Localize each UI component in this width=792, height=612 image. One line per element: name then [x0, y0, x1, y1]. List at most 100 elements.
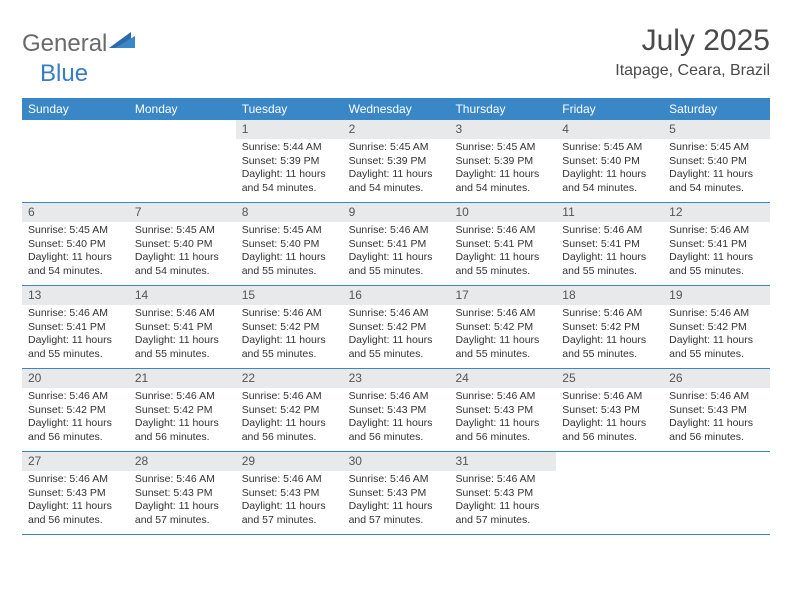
sunset-line: Sunset: 5:41 PM — [135, 321, 230, 334]
daylight-line: Daylight: 11 hours and 54 minutes. — [455, 168, 550, 195]
sunset-line: Sunset: 5:42 PM — [349, 321, 444, 334]
weeks-container: ....1Sunrise: 5:44 AMSunset: 5:39 PMDayl… — [22, 120, 770, 535]
day-cell: 26Sunrise: 5:46 AMSunset: 5:43 PMDayligh… — [663, 369, 770, 451]
sunset-line: Sunset: 5:43 PM — [669, 404, 764, 417]
sunset-line: Sunset: 5:43 PM — [242, 487, 337, 500]
day-body: Sunrise: 5:46 AMSunset: 5:43 PMDaylight:… — [343, 388, 450, 450]
day-number: 18 — [556, 286, 663, 305]
day-cell: 16Sunrise: 5:46 AMSunset: 5:42 PMDayligh… — [343, 286, 450, 368]
daylight-line: Daylight: 11 hours and 55 minutes. — [455, 334, 550, 361]
day-number: 10 — [449, 203, 556, 222]
sunset-line: Sunset: 5:39 PM — [349, 155, 444, 168]
day-cell: 22Sunrise: 5:46 AMSunset: 5:42 PMDayligh… — [236, 369, 343, 451]
sunrise-line: Sunrise: 5:46 AM — [135, 307, 230, 320]
day-body: Sunrise: 5:45 AMSunset: 5:40 PMDaylight:… — [556, 139, 663, 201]
sunset-line: Sunset: 5:43 PM — [455, 404, 550, 417]
month-title: July 2025 — [615, 24, 770, 58]
day-cell: 23Sunrise: 5:46 AMSunset: 5:43 PMDayligh… — [343, 369, 450, 451]
sunset-line: Sunset: 5:42 PM — [135, 404, 230, 417]
day-number: 13 — [22, 286, 129, 305]
sunrise-line: Sunrise: 5:46 AM — [28, 390, 123, 403]
day-cell: 31Sunrise: 5:46 AMSunset: 5:43 PMDayligh… — [449, 452, 556, 534]
sunrise-line: Sunrise: 5:46 AM — [669, 390, 764, 403]
day-cell: 15Sunrise: 5:46 AMSunset: 5:42 PMDayligh… — [236, 286, 343, 368]
day-number: 24 — [449, 369, 556, 388]
day-body: Sunrise: 5:45 AMSunset: 5:39 PMDaylight:… — [343, 139, 450, 201]
daylight-line: Daylight: 11 hours and 55 minutes. — [562, 334, 657, 361]
day-body: Sunrise: 5:46 AMSunset: 5:43 PMDaylight:… — [343, 471, 450, 533]
sunrise-line: Sunrise: 5:46 AM — [349, 473, 444, 486]
daylight-line: Daylight: 11 hours and 54 minutes. — [28, 251, 123, 278]
dow-header: Tuesday — [236, 98, 343, 120]
sunrise-line: Sunrise: 5:46 AM — [349, 307, 444, 320]
sunrise-line: Sunrise: 5:46 AM — [349, 390, 444, 403]
day-body: Sunrise: 5:46 AMSunset: 5:42 PMDaylight:… — [236, 388, 343, 450]
daylight-line: Daylight: 11 hours and 55 minutes. — [28, 334, 123, 361]
sunrise-line: Sunrise: 5:46 AM — [135, 390, 230, 403]
sunrise-line: Sunrise: 5:45 AM — [28, 224, 123, 237]
day-cell: 1Sunrise: 5:44 AMSunset: 5:39 PMDaylight… — [236, 120, 343, 202]
logo-text-general: General — [22, 30, 107, 58]
day-body: Sunrise: 5:46 AMSunset: 5:43 PMDaylight:… — [663, 388, 770, 450]
day-number: 26 — [663, 369, 770, 388]
daylight-line: Daylight: 11 hours and 56 minutes. — [669, 417, 764, 444]
day-body: Sunrise: 5:46 AMSunset: 5:42 PMDaylight:… — [343, 305, 450, 367]
day-cell: 5Sunrise: 5:45 AMSunset: 5:40 PMDaylight… — [663, 120, 770, 202]
week-row: 20Sunrise: 5:46 AMSunset: 5:42 PMDayligh… — [22, 369, 770, 452]
sunrise-line: Sunrise: 5:45 AM — [242, 224, 337, 237]
day-cell: 17Sunrise: 5:46 AMSunset: 5:42 PMDayligh… — [449, 286, 556, 368]
day-body: Sunrise: 5:46 AMSunset: 5:41 PMDaylight:… — [22, 305, 129, 367]
sunrise-line: Sunrise: 5:46 AM — [349, 224, 444, 237]
sunrise-line: Sunrise: 5:46 AM — [242, 307, 337, 320]
dow-header: Saturday — [663, 98, 770, 120]
sunset-line: Sunset: 5:39 PM — [242, 155, 337, 168]
day-cell: 18Sunrise: 5:46 AMSunset: 5:42 PMDayligh… — [556, 286, 663, 368]
day-number: 6 — [22, 203, 129, 222]
sunrise-line: Sunrise: 5:46 AM — [669, 307, 764, 320]
sunset-line: Sunset: 5:43 PM — [135, 487, 230, 500]
day-number: 2 — [343, 120, 450, 139]
sunset-line: Sunset: 5:43 PM — [349, 487, 444, 500]
daylight-line: Daylight: 11 hours and 56 minutes. — [242, 417, 337, 444]
day-cell: 10Sunrise: 5:46 AMSunset: 5:41 PMDayligh… — [449, 203, 556, 285]
daylight-line: Daylight: 11 hours and 54 minutes. — [135, 251, 230, 278]
sunrise-line: Sunrise: 5:46 AM — [562, 224, 657, 237]
day-number: 4 — [556, 120, 663, 139]
daylight-line: Daylight: 11 hours and 55 minutes. — [242, 334, 337, 361]
day-cell: 29Sunrise: 5:46 AMSunset: 5:43 PMDayligh… — [236, 452, 343, 534]
day-body: Sunrise: 5:46 AMSunset: 5:43 PMDaylight:… — [22, 471, 129, 533]
sunset-line: Sunset: 5:43 PM — [455, 487, 550, 500]
day-number: 28 — [129, 452, 236, 471]
day-cell: 19Sunrise: 5:46 AMSunset: 5:42 PMDayligh… — [663, 286, 770, 368]
logo: General — [22, 30, 137, 58]
day-body: Sunrise: 5:46 AMSunset: 5:41 PMDaylight:… — [343, 222, 450, 284]
day-body: Sunrise: 5:46 AMSunset: 5:41 PMDaylight:… — [129, 305, 236, 367]
sunset-line: Sunset: 5:40 PM — [28, 238, 123, 251]
sunrise-line: Sunrise: 5:46 AM — [455, 390, 550, 403]
week-row: 27Sunrise: 5:46 AMSunset: 5:43 PMDayligh… — [22, 452, 770, 535]
sunset-line: Sunset: 5:41 PM — [349, 238, 444, 251]
day-cell: 2Sunrise: 5:45 AMSunset: 5:39 PMDaylight… — [343, 120, 450, 202]
day-body: Sunrise: 5:46 AMSunset: 5:41 PMDaylight:… — [449, 222, 556, 284]
sunset-line: Sunset: 5:41 PM — [562, 238, 657, 251]
day-number: 5 — [663, 120, 770, 139]
day-body: Sunrise: 5:45 AMSunset: 5:40 PMDaylight:… — [236, 222, 343, 284]
day-cell: 28Sunrise: 5:46 AMSunset: 5:43 PMDayligh… — [129, 452, 236, 534]
daylight-line: Daylight: 11 hours and 57 minutes. — [455, 500, 550, 527]
daylight-line: Daylight: 11 hours and 56 minutes. — [28, 500, 123, 527]
day-cell: 4Sunrise: 5:45 AMSunset: 5:40 PMDaylight… — [556, 120, 663, 202]
day-body: Sunrise: 5:46 AMSunset: 5:43 PMDaylight:… — [129, 471, 236, 533]
sunrise-line: Sunrise: 5:45 AM — [135, 224, 230, 237]
day-number: 20 — [22, 369, 129, 388]
daylight-line: Daylight: 11 hours and 56 minutes. — [349, 417, 444, 444]
daylight-line: Daylight: 11 hours and 54 minutes. — [349, 168, 444, 195]
daylight-line: Daylight: 11 hours and 56 minutes. — [28, 417, 123, 444]
sunrise-line: Sunrise: 5:45 AM — [669, 141, 764, 154]
dow-header: Wednesday — [343, 98, 450, 120]
day-cell: 9Sunrise: 5:46 AMSunset: 5:41 PMDaylight… — [343, 203, 450, 285]
sunset-line: Sunset: 5:42 PM — [242, 404, 337, 417]
daylight-line: Daylight: 11 hours and 56 minutes. — [562, 417, 657, 444]
week-row: 6Sunrise: 5:45 AMSunset: 5:40 PMDaylight… — [22, 203, 770, 286]
logo-mark-icon — [109, 30, 137, 52]
daylight-line: Daylight: 11 hours and 55 minutes. — [669, 334, 764, 361]
